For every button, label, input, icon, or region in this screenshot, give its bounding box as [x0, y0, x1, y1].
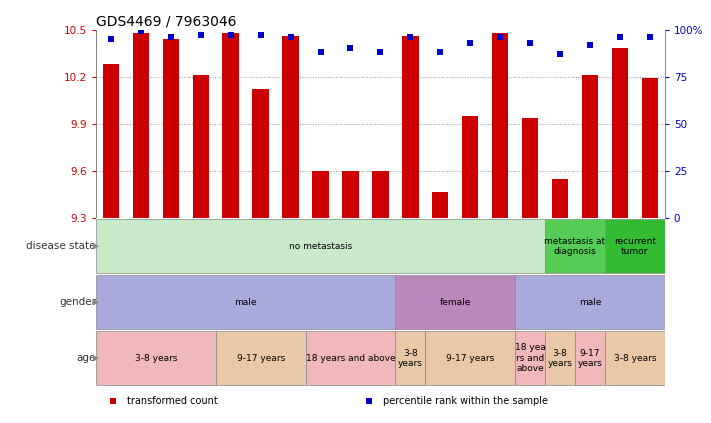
Bar: [605, 220, 665, 273]
Bar: [223, 33, 239, 218]
Bar: [215, 332, 306, 385]
Text: 9-17 years: 9-17 years: [446, 354, 494, 363]
Bar: [641, 78, 658, 218]
Bar: [582, 75, 598, 218]
Text: 3-8
years: 3-8 years: [398, 349, 423, 368]
Text: 18 yea
rs and
above: 18 yea rs and above: [515, 343, 545, 373]
Bar: [611, 49, 628, 218]
Bar: [552, 179, 568, 218]
Bar: [102, 64, 119, 218]
Bar: [395, 275, 515, 329]
Text: metastasis at
diagnosis: metastasis at diagnosis: [545, 236, 606, 256]
Bar: [605, 332, 665, 385]
Bar: [133, 33, 149, 218]
Text: disease state: disease state: [26, 241, 96, 251]
Bar: [462, 116, 479, 218]
Text: GDS4469 / 7963046: GDS4469 / 7963046: [96, 14, 237, 28]
Bar: [515, 332, 545, 385]
Bar: [545, 332, 575, 385]
Bar: [575, 332, 605, 385]
Text: male: male: [235, 298, 257, 307]
Bar: [545, 220, 605, 273]
Bar: [312, 171, 328, 218]
Text: 18 years and above: 18 years and above: [306, 354, 395, 363]
Bar: [342, 171, 358, 218]
Bar: [425, 332, 515, 385]
Bar: [252, 89, 269, 218]
Bar: [96, 332, 215, 385]
Text: 9-17 years: 9-17 years: [237, 354, 285, 363]
Text: age: age: [77, 353, 96, 363]
Text: no metastasis: no metastasis: [289, 242, 352, 251]
Bar: [395, 332, 425, 385]
Bar: [282, 36, 299, 218]
Text: 3-8
years: 3-8 years: [547, 349, 572, 368]
Text: transformed count: transformed count: [127, 396, 218, 406]
Text: 3-8 years: 3-8 years: [134, 354, 177, 363]
Bar: [522, 118, 538, 218]
Text: gender: gender: [59, 297, 96, 308]
Bar: [306, 332, 395, 385]
Text: percentile rank within the sample: percentile rank within the sample: [383, 396, 548, 406]
Bar: [372, 171, 389, 218]
Text: recurrent
tumor: recurrent tumor: [614, 236, 656, 256]
Bar: [515, 275, 665, 329]
Bar: [492, 33, 508, 218]
Bar: [402, 36, 419, 218]
Text: 9-17
years: 9-17 years: [577, 349, 602, 368]
Bar: [96, 275, 395, 329]
Bar: [96, 220, 545, 273]
Bar: [163, 39, 179, 218]
Text: female: female: [439, 298, 471, 307]
Text: 3-8 years: 3-8 years: [614, 354, 656, 363]
Text: male: male: [579, 298, 602, 307]
Bar: [432, 192, 449, 218]
Bar: [193, 75, 209, 218]
